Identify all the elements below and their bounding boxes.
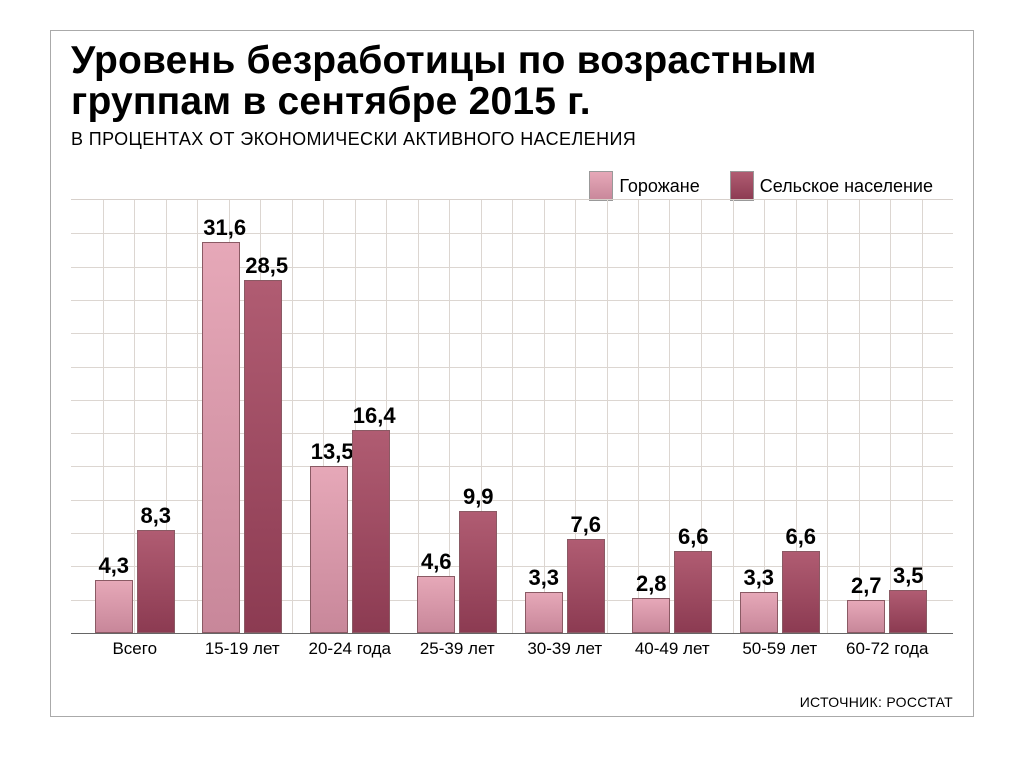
bar-urban: 3,3 [525, 592, 563, 633]
bar-value-label: 2,7 [848, 573, 884, 601]
bar-rural: 8,3 [137, 530, 175, 633]
category-label: 25-39 лет [398, 639, 516, 659]
category-label: 50-59 лет [721, 639, 839, 659]
bar-rural: 9,9 [459, 511, 497, 633]
bar-group: 2,86,640-49 лет [630, 200, 714, 633]
plot-area: 4,38,3Всего 31,628,515-19 лет 13,516,420-2… [71, 199, 953, 634]
bar-group: 3,37,630-39 лет [523, 200, 607, 633]
bar-value-label: 2,8 [633, 571, 669, 599]
category-label: 60-72 года [828, 639, 946, 659]
bar-value-label: 4,3 [96, 553, 132, 581]
bar-value-label: 3,5 [890, 563, 926, 591]
bar-value-label: 31,6 [203, 215, 239, 243]
bar-value-label: 3,3 [526, 565, 562, 593]
slide: Уровень безработицы по возрастным группа… [0, 0, 1024, 767]
bar-rural: 28,5 [244, 280, 282, 633]
gridline-v [512, 200, 513, 633]
bar-urban: 31,6 [202, 242, 240, 633]
gridline-v [827, 200, 828, 633]
bar-value-label: 6,6 [675, 524, 711, 552]
bar-value-label: 4,6 [418, 549, 454, 577]
bar-rural: 3,5 [889, 590, 927, 633]
bar-value-label: 28,5 [245, 253, 281, 281]
bar-rural: 6,6 [782, 551, 820, 633]
category-label: 30-39 лет [506, 639, 624, 659]
legend-swatch-urban [589, 171, 613, 201]
chart-panel: Уровень безработицы по возрастным группа… [50, 30, 974, 717]
legend-label-rural: Сельское население [760, 176, 933, 197]
legend-label-urban: Горожане [619, 176, 699, 197]
bar-urban: 2,8 [632, 598, 670, 633]
chart-title: Уровень безработицы по возрастным группа… [71, 41, 953, 123]
gridline-v [197, 200, 198, 633]
category-label: 20-24 года [291, 639, 409, 659]
bar-value-label: 7,6 [568, 512, 604, 540]
bar-group: 4,38,3Всего [93, 200, 177, 633]
bar-urban: 13,5 [310, 466, 348, 633]
bar-urban: 3,3 [740, 592, 778, 633]
bar-group: 31,628,515-19 лет [200, 200, 284, 633]
bar-urban: 4,3 [95, 580, 133, 633]
legend-swatch-rural [730, 171, 754, 201]
bar-value-label: 8,3 [138, 503, 174, 531]
bar-value-label: 9,9 [460, 484, 496, 512]
bar-value-label: 3,3 [741, 565, 777, 593]
bar-urban: 2,7 [847, 600, 885, 633]
bar-group: 13,516,420-24 года [308, 200, 392, 633]
category-label: 15-19 лет [183, 639, 301, 659]
gridline-v [733, 200, 734, 633]
bar-group: 3,36,650-59 лет [738, 200, 822, 633]
legend-item-urban: Горожане [589, 171, 699, 201]
bar-rural: 16,4 [352, 430, 390, 633]
bar-urban: 4,6 [417, 576, 455, 633]
chart-area: 4,38,3Всего31,628,515-19 лет13,516,420-2… [61, 199, 963, 662]
gridline-v [292, 200, 293, 633]
bar-rural: 7,6 [567, 539, 605, 633]
bar-group: 4,69,925-39 лет [415, 200, 499, 633]
bar-value-label: 16,4 [353, 403, 389, 431]
category-label: Всего [76, 639, 194, 659]
chart-subtitle: В ПРОЦЕНТАХ ОТ ЭКОНОМИЧЕСКИ АКТИВНОГО НА… [71, 129, 953, 150]
bar-rural: 6,6 [674, 551, 712, 633]
legend: Горожане Сельское население [589, 171, 933, 201]
legend-item-rural: Сельское население [730, 171, 933, 201]
bar-value-label: 6,6 [783, 524, 819, 552]
category-label: 40-49 лет [613, 639, 731, 659]
bar-group: 2,73,560-72 года [845, 200, 929, 633]
bar-value-label: 13,5 [311, 439, 347, 467]
source-label: ИСТОЧНИК: РОССТАТ [800, 694, 953, 710]
